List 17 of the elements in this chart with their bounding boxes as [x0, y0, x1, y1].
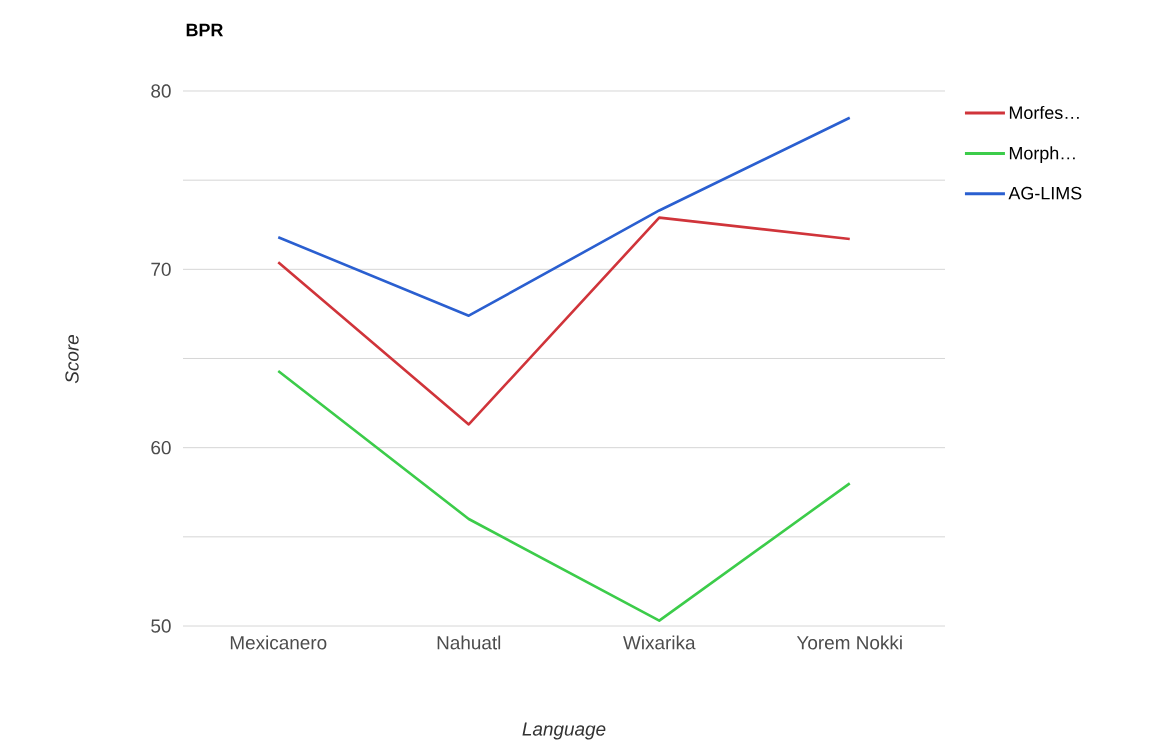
legend-label: Morph…	[1009, 146, 1075, 164]
y-tick-label: 70	[151, 262, 171, 277]
y-tick-label: 50	[151, 619, 171, 633]
x-tick-label: Wixarika	[623, 635, 696, 650]
x-axis-title: Language	[522, 722, 606, 740]
y-axis-title: Score	[65, 334, 79, 384]
legend-label: Morfes…	[1009, 105, 1079, 120]
line-series	[276, 116, 852, 317]
x-tick-label: Mexicanero	[230, 635, 327, 650]
line-series	[276, 216, 852, 426]
line-series	[276, 369, 852, 622]
legend-label: AG-LIMS	[1008, 186, 1082, 200]
y-tick-label: 60	[151, 440, 171, 455]
x-tick-label: Yorem Nokki	[796, 635, 902, 650]
chart-title: BPR	[186, 23, 224, 37]
x-tick-label: Nahuatl	[437, 635, 501, 650]
y-tick-label: 80	[151, 84, 171, 98]
